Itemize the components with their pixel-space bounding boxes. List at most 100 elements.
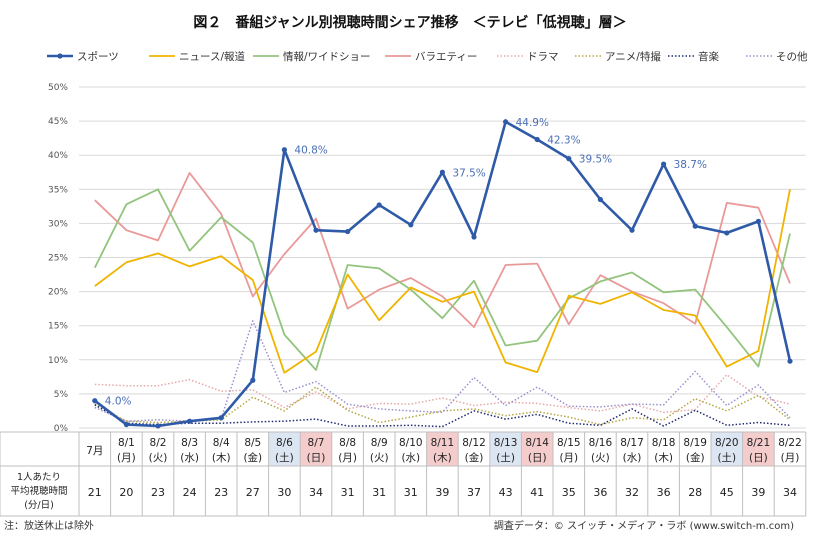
y-tick-label: 40% (48, 151, 68, 161)
weekday-label: (月) (117, 452, 136, 464)
avg-minutes-value: 24 (183, 486, 197, 499)
avg-minutes-value: 32 (625, 486, 639, 499)
weekday-label: (水) (623, 452, 642, 464)
sports-point (250, 377, 256, 383)
row-label: (分/日) (24, 500, 54, 511)
sports-point (503, 119, 509, 125)
weekday-label: (日) (528, 452, 547, 464)
legend-label-music: 音楽 (698, 50, 719, 63)
y-tick-label: 50% (48, 83, 68, 93)
sports-point (566, 156, 572, 162)
legend-marker (57, 53, 63, 59)
sports-point (597, 196, 604, 203)
avg-minutes-value: 39 (751, 486, 765, 499)
weekday-label: (日) (307, 452, 326, 464)
date-label: 8/20 (715, 437, 739, 449)
avg-minutes-value: 37 (467, 486, 481, 499)
series-line-variety (94, 171, 791, 329)
sports-point (787, 358, 793, 364)
series-line-drama (94, 374, 791, 414)
date-label: 8/1 (118, 437, 135, 449)
sports-point (724, 230, 730, 236)
series-line-other (94, 320, 791, 422)
weekday-label: (木) (212, 452, 231, 464)
y-gridlines (79, 86, 806, 429)
weekday-label: (木) (654, 452, 673, 464)
series-lines (93, 120, 792, 428)
weekday-label: (火) (370, 452, 389, 464)
data-label: 42.3% (547, 135, 580, 147)
y-tick-label: 35% (48, 185, 68, 195)
avg-minutes-value: 23 (151, 486, 165, 499)
legend-label-sports: スポーツ (77, 51, 119, 63)
weekday-label: (木) (433, 452, 452, 464)
y-axis-ticks: 0% 5% 10% 15% 20% 25% 30% 35% 40% 45% 50% (48, 83, 68, 434)
series-line-anime (94, 386, 791, 426)
footnote: 注：放送休止は除外 (4, 519, 94, 532)
date-label: 8/22 (778, 437, 802, 449)
data-label: 44.9% (516, 117, 549, 129)
sports-point (629, 227, 635, 233)
weekday-label: (金) (686, 451, 705, 464)
weekday-label: (水) (401, 452, 420, 464)
avg-minutes-value: 31 (404, 486, 418, 499)
weekday-label: (月) (781, 452, 800, 464)
date-label: 8/19 (683, 437, 707, 449)
row-label: 平均視聴時間 (10, 485, 67, 497)
avg-minutes-value: 31 (341, 486, 355, 499)
y-tick-label: 0% (54, 424, 69, 434)
data-label: 37.5% (452, 167, 485, 179)
date-label: 8/15 (557, 437, 581, 449)
sports-point (218, 415, 224, 421)
weekday-label: (金) (243, 451, 262, 464)
avg-minutes-value: 36 (593, 486, 607, 499)
data-label: 38.7% (674, 159, 707, 171)
weekday-label: (日) (749, 452, 768, 464)
sports-point (92, 398, 98, 404)
weekend-cell (489, 432, 522, 466)
date-label: 8/17 (620, 437, 644, 449)
legend-label-anime: アニメ/特撮 (605, 50, 661, 63)
sports-markers (92, 119, 793, 429)
sports-point (661, 161, 667, 167)
sports-point (692, 223, 698, 229)
series-line-news (94, 189, 791, 374)
data-table: 7月 21 8/1 (月) 20 8/2 (火) 23 8/3 (水) 24 8/4 (木) 23 8/5 (… (0, 431, 807, 517)
source-credit: 調査データ：© スイッチ・メディア・ラボ (www.switch-m.com) (494, 519, 794, 532)
data-labels: 4.0% 40.8% 37.5% 44.9% 42.3% 39.5% 38.7% (105, 117, 707, 408)
series-line-music (94, 404, 791, 428)
legend-label-news: ニュース/報道 (179, 50, 246, 63)
avg-minutes-value: 34 (309, 486, 323, 499)
weekend-cell (268, 432, 301, 466)
sports-point (755, 218, 762, 224)
date-label: 8/7 (308, 437, 325, 449)
avg-minutes-value: 23 (214, 486, 228, 499)
avg-minutes-value: 45 (720, 486, 734, 499)
avg-minutes-value: 21 (88, 486, 102, 499)
sports-point (376, 202, 382, 208)
legend: スポーツ ニュース/報道 情報/ワイドショー バラエティー ドラマ アニメ/特撮 音楽 その他 (47, 50, 808, 63)
chart-title: 図２ 番組ジャンル別視聴時間シェア推移 ＜テレビ「低視聴」層＞ (193, 14, 626, 31)
weekend-cell (711, 432, 743, 466)
date-label: 8/5 (244, 437, 261, 449)
y-tick-label: 5% (54, 390, 69, 400)
avg-minutes-value: 28 (688, 486, 702, 499)
data-label: 4.0% (105, 396, 132, 408)
date-label: 8/6 (276, 437, 293, 449)
y-tick-label: 45% (48, 117, 68, 127)
avg-minutes-value: 27 (246, 486, 260, 499)
avg-minutes-value: 34 (783, 486, 797, 499)
data-label: 40.8% (294, 145, 327, 157)
row-label: 1人あたり (17, 472, 61, 483)
y-tick-label: 10% (48, 356, 68, 366)
date-label: 8/8 (339, 437, 356, 449)
weekday-label: (火) (149, 452, 168, 464)
weekday-label: (火) (591, 452, 610, 464)
date-label: 8/13 (494, 437, 518, 449)
avg-minutes-value: 41 (530, 486, 544, 499)
date-label: 7月 (86, 445, 103, 457)
data-label: 39.5% (579, 154, 612, 166)
weekday-label: (月) (559, 452, 578, 464)
sports-point (155, 423, 161, 429)
